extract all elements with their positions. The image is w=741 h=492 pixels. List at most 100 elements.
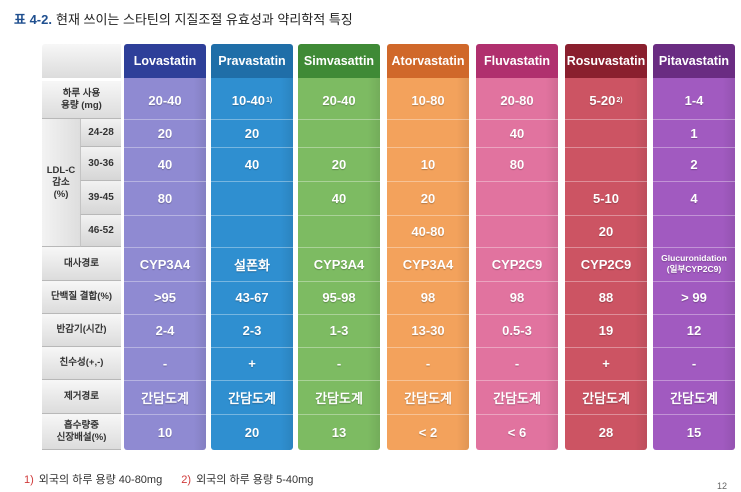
row-divider (124, 147, 206, 148)
drug-header: Pitavastatin (653, 44, 735, 78)
hydrophilicity-value: + (248, 356, 256, 371)
ldl-reduction-value: 40 (509, 125, 525, 141)
metabolism-value: CYP3A4 (139, 256, 191, 272)
hydrophilicity-value: - (691, 356, 697, 371)
row-divider (211, 247, 293, 248)
ldl-reduction-value: 80 (157, 190, 173, 206)
ldl-reduction-value: 40 (331, 190, 347, 206)
half-life-value: 2-4 (155, 323, 175, 338)
row-header-ldl-range: 30-36 (80, 147, 121, 181)
drug-header: Rosuvastatin (565, 44, 647, 78)
protein-binding-value: 43-67 (235, 290, 269, 305)
protein-binding-value: 88 (598, 290, 614, 305)
row-divider (298, 281, 380, 282)
drug-column-body (565, 78, 647, 450)
footnote-1: 1) 외국의 하루 용량 40-80mg (24, 474, 163, 486)
row-divider (565, 314, 647, 315)
ldl-reduction-value: 20 (244, 125, 260, 141)
footnote-2: 2) 외국의 하루 용량 5-40mg (181, 474, 314, 486)
row-header-metabolism: 대사경로 (42, 247, 121, 281)
renal-excretion-value: 28 (598, 424, 614, 440)
elimination-value: 간담도계 (493, 390, 541, 406)
table-caption: 현재 쓰이는 스타틴의 지질조절 유효성과 약리학적 특징 (55, 12, 353, 27)
drug-column-body (211, 78, 293, 450)
protein-binding-value: 98 (509, 290, 525, 305)
row-divider (387, 347, 469, 348)
row-divider (124, 314, 206, 315)
row-divider (124, 215, 206, 216)
dose-value: 10-80 (411, 92, 445, 108)
elimination-value: 간담도계 (582, 390, 630, 406)
drug-header: Fluvastatin (476, 44, 558, 78)
metabolism-value: CYP3A4 (313, 256, 365, 272)
elimination-value: 간담도계 (228, 390, 276, 406)
renal-excretion-value: < 2 (418, 424, 438, 440)
row-divider (124, 247, 206, 248)
row-divider (476, 314, 558, 315)
row-divider (653, 414, 735, 415)
row-divider (298, 347, 380, 348)
row-divider (387, 119, 469, 120)
row-divider (124, 119, 206, 120)
row-divider (476, 215, 558, 216)
row-divider (653, 347, 735, 348)
half-life-value: 12 (686, 323, 702, 338)
ldl-reduction-value: 80 (509, 156, 525, 172)
row-divider (211, 215, 293, 216)
metabolism-value: 설폰화 (234, 257, 270, 273)
row-divider (211, 314, 293, 315)
row-header-elimination: 제거경로 (42, 380, 121, 414)
ldl-reduction-value: 40-80 (411, 223, 445, 239)
protein-binding-value: 95-98 (322, 290, 356, 305)
row-divider (476, 147, 558, 148)
row-divider (565, 181, 647, 182)
dose-value: 1-4 (684, 92, 704, 108)
row-divider (653, 215, 735, 216)
drug-header: Simvasattin (298, 44, 380, 78)
drug-column-body (298, 78, 380, 450)
protein-binding-value: >95 (153, 290, 177, 305)
row-divider (124, 347, 206, 348)
row-header-ldl-range: 46-52 (80, 215, 121, 247)
row-header-ldl-reduction: LDL-C 감소 (%) (42, 119, 80, 247)
row-divider (476, 247, 558, 248)
ldl-reduction-value: 4 (690, 190, 698, 206)
hydrophilicity-value: - (514, 356, 520, 371)
renal-excretion-value: < 6 (507, 424, 527, 440)
half-life-value: 19 (598, 323, 614, 338)
drug-header: Lovastatin (124, 44, 206, 78)
row-divider (653, 281, 735, 282)
row-header-ldl-range: 24-28 (80, 119, 121, 147)
row-divider (124, 414, 206, 415)
row-divider (387, 281, 469, 282)
row-divider (298, 247, 380, 248)
elimination-value: 간담도계 (315, 390, 363, 406)
protein-binding-value: 98 (420, 290, 436, 305)
dose-value: 10-40 1) (231, 92, 273, 108)
elimination-value: 간담도계 (404, 390, 452, 406)
ldl-reduction-value: 10 (420, 156, 436, 172)
row-divider (298, 119, 380, 120)
ldl-reduction-value: 2 (690, 156, 698, 172)
ldl-reduction-value: 20 (420, 190, 436, 206)
drug-column-body (653, 78, 735, 450)
ldl-reduction-value: 5-10 (592, 190, 620, 206)
half-life-value: 2-3 (242, 323, 262, 338)
row-header-protein-binding: 단백질 결합(%) (42, 281, 121, 314)
elimination-value: 간담도계 (670, 390, 718, 406)
row-divider (387, 380, 469, 381)
row-divider (565, 215, 647, 216)
ldl-reduction-value: 40 (157, 156, 173, 172)
row-divider (211, 414, 293, 415)
metabolism-value: CYP2C9 (491, 256, 543, 272)
hydrophilicity-value: + (602, 356, 610, 371)
half-life-value: 1-3 (329, 323, 349, 338)
metabolism-value: Glucuronidation (일부CYP2C9) (661, 253, 727, 274)
row-divider (387, 147, 469, 148)
row-divider (653, 247, 735, 248)
ldl-reduction-value: 20 (157, 125, 173, 141)
row-divider (476, 380, 558, 381)
half-life-value: 13-30 (411, 323, 445, 338)
row-header-hydrophilicity: 친수성(+,-) (42, 347, 121, 380)
